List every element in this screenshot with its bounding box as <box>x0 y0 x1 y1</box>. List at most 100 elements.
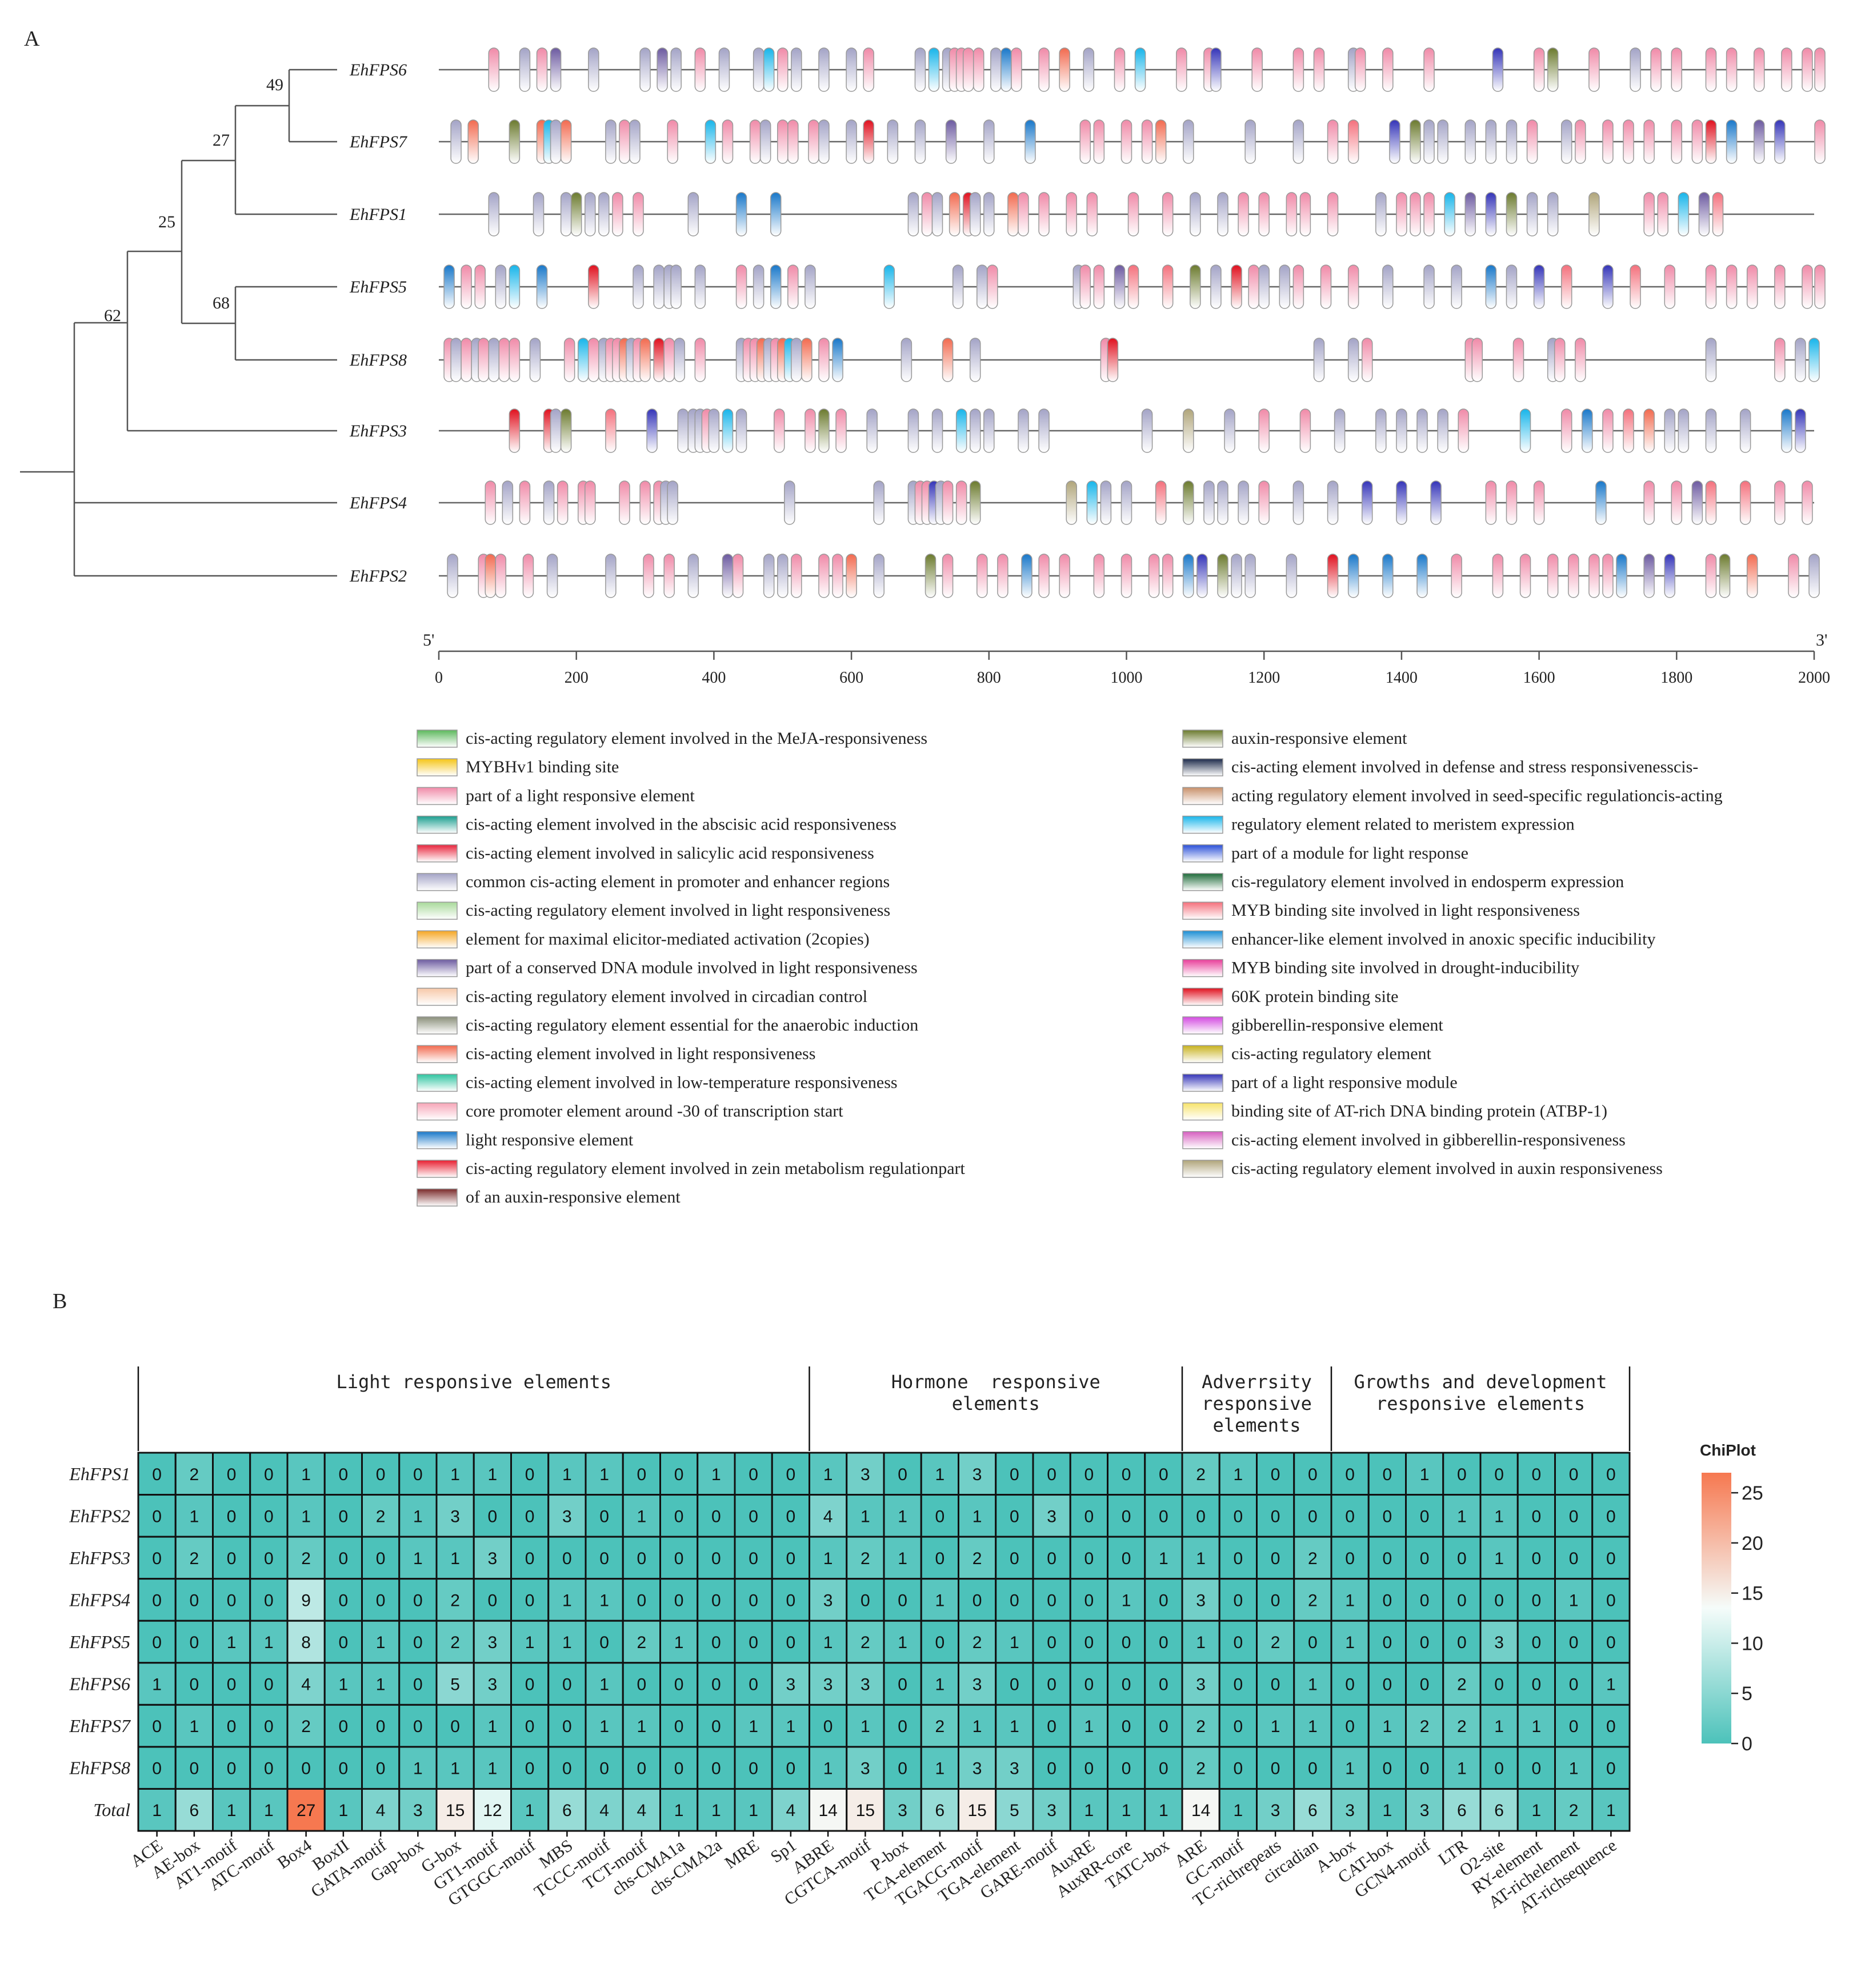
heatmap-value: 3 <box>972 1465 982 1484</box>
heatmap-value: 0 <box>1122 1549 1131 1568</box>
heatmap-value: 0 <box>1383 1591 1392 1610</box>
cis-element-mark <box>1814 264 1826 309</box>
heatmap-row-label: Total <box>93 1799 130 1820</box>
cis-element-mark <box>1671 47 1683 92</box>
cis-element-mark <box>1327 554 1339 598</box>
cis-element-mark <box>990 47 1002 92</box>
cis-element-mark <box>1423 119 1435 164</box>
cis-element-mark <box>1375 408 1387 453</box>
heatmap-cell <box>771 1494 810 1538</box>
heatmap-value: 0 <box>1569 1633 1579 1652</box>
group-header-label: responsive elements <box>1376 1393 1585 1414</box>
heatmap-value: 0 <box>1420 1507 1430 1526</box>
heatmap-row-label: EhFPS3 <box>69 1548 130 1568</box>
heatmap-value: 1 <box>339 1801 349 1820</box>
cis-element-mark <box>1148 554 1160 598</box>
heatmap-value: 0 <box>1159 1759 1168 1778</box>
heatmap-value: 0 <box>674 1507 684 1526</box>
heatmap-value: 1 <box>1494 1717 1504 1736</box>
cis-element-mark <box>1292 47 1304 92</box>
heatmap-value: 0 <box>674 1465 684 1484</box>
heatmap-cell <box>398 1620 438 1664</box>
heatmap-cell <box>212 1746 251 1790</box>
cis-element-mark <box>1127 264 1139 309</box>
cis-element-mark <box>1705 554 1717 598</box>
cis-element-mark <box>1038 47 1050 92</box>
heatmap-value: 0 <box>1159 1676 1168 1694</box>
heatmap-cell <box>1591 1452 1631 1496</box>
cis-element-mark <box>585 480 596 525</box>
heatmap-row-label: EhFPS4 <box>69 1589 130 1610</box>
cis-element-mark <box>1258 192 1270 237</box>
heatmap-value: 0 <box>823 1717 833 1736</box>
cis-element-mark <box>585 192 596 237</box>
cis-element-mark <box>1120 119 1132 164</box>
cis-element-mark <box>1120 480 1132 525</box>
cis-element-mark <box>770 192 782 237</box>
cis-element-mark <box>805 264 816 309</box>
cis-element-mark <box>777 554 789 598</box>
heatmap-value: 15 <box>967 1801 986 1820</box>
heatmap-value: 0 <box>562 1676 572 1694</box>
cis-element-mark <box>488 338 500 382</box>
heatmap-value: 0 <box>898 1759 907 1778</box>
cis-element-mark <box>846 119 857 164</box>
legend-swatch <box>417 815 458 834</box>
group-header-label: Growths and development <box>1354 1371 1607 1393</box>
heatmap-value: 1 <box>599 1717 609 1736</box>
cis-element-mark <box>670 264 682 309</box>
heatmap-value: 2 <box>190 1465 199 1484</box>
cis-element-mark <box>832 554 843 598</box>
cis-element-mark <box>914 47 926 92</box>
heatmap-value: 1 <box>1271 1717 1280 1736</box>
heatmap-cell <box>1479 1536 1519 1580</box>
heatmap-value: 1 <box>637 1717 647 1736</box>
cis-element-mark <box>1327 119 1339 164</box>
heatmap-value: 1 <box>674 1801 684 1820</box>
legend-label: cis-acting element involved in gibberell… <box>1231 1131 1626 1149</box>
cis-element-mark <box>1588 554 1600 598</box>
cis-element-mark <box>787 119 799 164</box>
heatmap-value: 0 <box>674 1549 684 1568</box>
heatmap-value: 2 <box>1308 1591 1318 1610</box>
heatmap-value: 0 <box>1047 1633 1056 1652</box>
cis-element-mark <box>1671 119 1683 164</box>
cis-element-mark <box>1347 119 1359 164</box>
heatmap-value: 0 <box>1196 1507 1206 1526</box>
cis-element-mark <box>770 264 782 309</box>
heatmap-value: 1 <box>1420 1465 1430 1484</box>
heatmap-cell <box>510 1662 550 1706</box>
heatmap-value: 3 <box>1420 1801 1430 1820</box>
heatmap-cell <box>286 1536 326 1580</box>
heatmap-value: 0 <box>599 1549 609 1568</box>
heatmap-value: 0 <box>301 1759 311 1778</box>
heatmap-cell <box>734 1662 773 1706</box>
heatmap-value: 0 <box>190 1759 199 1778</box>
heatmap-value: 0 <box>637 1591 647 1610</box>
cis-element-mark <box>612 192 623 237</box>
heatmap-value: 0 <box>1383 1549 1392 1568</box>
heatmap-value: 0 <box>339 1633 349 1652</box>
cis-element-mark <box>633 264 644 309</box>
heatmap-value: 1 <box>488 1465 498 1484</box>
cis-element-mark <box>1719 554 1731 598</box>
heatmap-cell <box>361 1494 401 1538</box>
heatmap-value: 0 <box>1010 1591 1019 1610</box>
heatmap-value: 1 <box>413 1549 423 1568</box>
heatmap-cell <box>361 1787 401 1832</box>
cis-element-mark <box>1526 119 1538 164</box>
cis-element-mark <box>1107 338 1119 382</box>
heatmap-cell <box>323 1787 363 1832</box>
cis-element-mark <box>1726 47 1738 92</box>
heatmap-value: 1 <box>152 1801 162 1820</box>
heatmap-value: 6 <box>935 1801 945 1820</box>
cis-element-mark <box>1018 408 1029 453</box>
heatmap-value: 0 <box>152 1717 162 1736</box>
heatmap-value: 0 <box>1420 1633 1430 1652</box>
heatmap-value: 0 <box>972 1591 982 1610</box>
heatmap-cell <box>585 1704 624 1748</box>
heatmap-value: 1 <box>1308 1717 1318 1736</box>
cis-element-mark <box>1705 338 1717 382</box>
cis-element-mark <box>1588 47 1600 92</box>
heatmap-value: 0 <box>1234 1549 1243 1568</box>
